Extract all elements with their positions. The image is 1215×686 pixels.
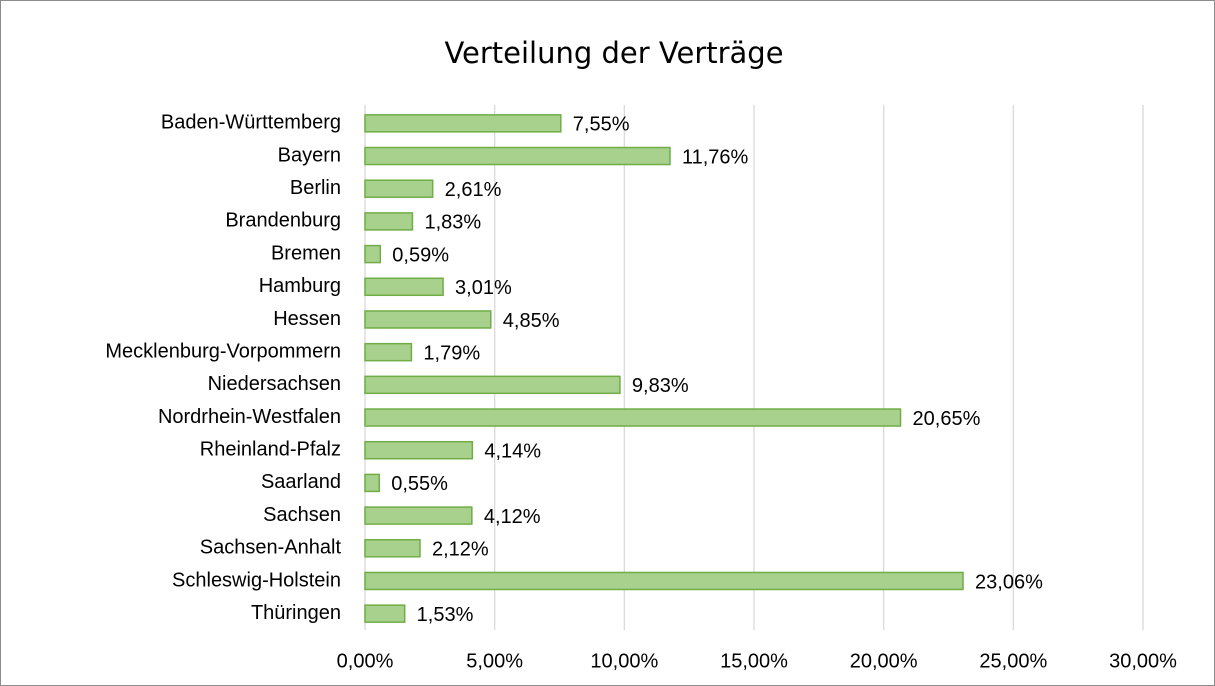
bar [364,408,902,427]
y-tick-label: Rheinland-Pfalz [200,439,341,461]
value-label: 1,79% [423,342,480,364]
y-tick-label: Schleswig-Holstein [172,569,341,591]
value-label: 7,55% [573,114,630,136]
value-label: 20,65% [913,408,981,430]
y-tick-label: Baden-Württemberg [161,112,341,134]
bar [364,571,964,591]
value-label: 2,12% [432,539,489,561]
bar [364,146,671,166]
x-tick-label: 10,00% [590,650,658,672]
y-tick-label: Sachsen [263,504,341,526]
bar [364,440,474,460]
x-tick-label: 20,00% [850,650,918,672]
bar [364,244,382,264]
chart-title: Verteilung der Verträge [444,36,783,70]
value-label: 4,14% [484,441,541,463]
x-tick-label: 25,00% [979,650,1047,672]
x-tick-label: 30,00% [1109,650,1177,672]
bar [364,342,413,362]
y-tick-label: Bremen [271,242,341,264]
bar [364,277,444,297]
y-tick-label: Hamburg [259,275,341,297]
y-tick-label: Nordrhein-Westfalen [158,406,341,428]
y-tick-label: Niedersachsen [208,373,341,395]
x-tick-label: 5,00% [466,650,523,672]
y-tick-label: Mecklenburg-Vorpommern [105,340,341,362]
y-tick-label: Hessen [273,308,341,330]
value-label: 1,53% [417,604,474,626]
bar [364,375,621,395]
y-tick-label: Sachsen-Anhalt [200,537,342,559]
bar [364,506,473,525]
value-label: 4,12% [484,506,541,528]
value-label: 0,55% [391,473,448,495]
x-tick-label: 15,00% [720,650,788,672]
bar [364,212,414,231]
bar [364,179,434,198]
value-label: 23,06% [975,571,1043,593]
bar [364,539,421,558]
y-tick-label: Bayern [278,144,341,166]
bar [364,310,492,329]
x-tick-label: 0,00% [337,650,394,672]
bar [364,473,381,493]
bar [364,604,406,623]
y-tick-label: Brandenburg [225,210,341,232]
value-label: 4,85% [503,310,560,332]
y-tick-label: Berlin [290,177,341,199]
y-tick-label: Saarland [261,471,341,493]
value-label: 11,76% [682,146,749,168]
bar [364,114,562,133]
y-tick-label: Thüringen [251,602,341,624]
value-label: 3,01% [455,277,512,299]
value-label: 0,59% [392,244,449,266]
value-label: 9,83% [632,375,689,397]
value-label: 1,83% [424,212,481,234]
value-label: 2,61% [445,179,502,201]
